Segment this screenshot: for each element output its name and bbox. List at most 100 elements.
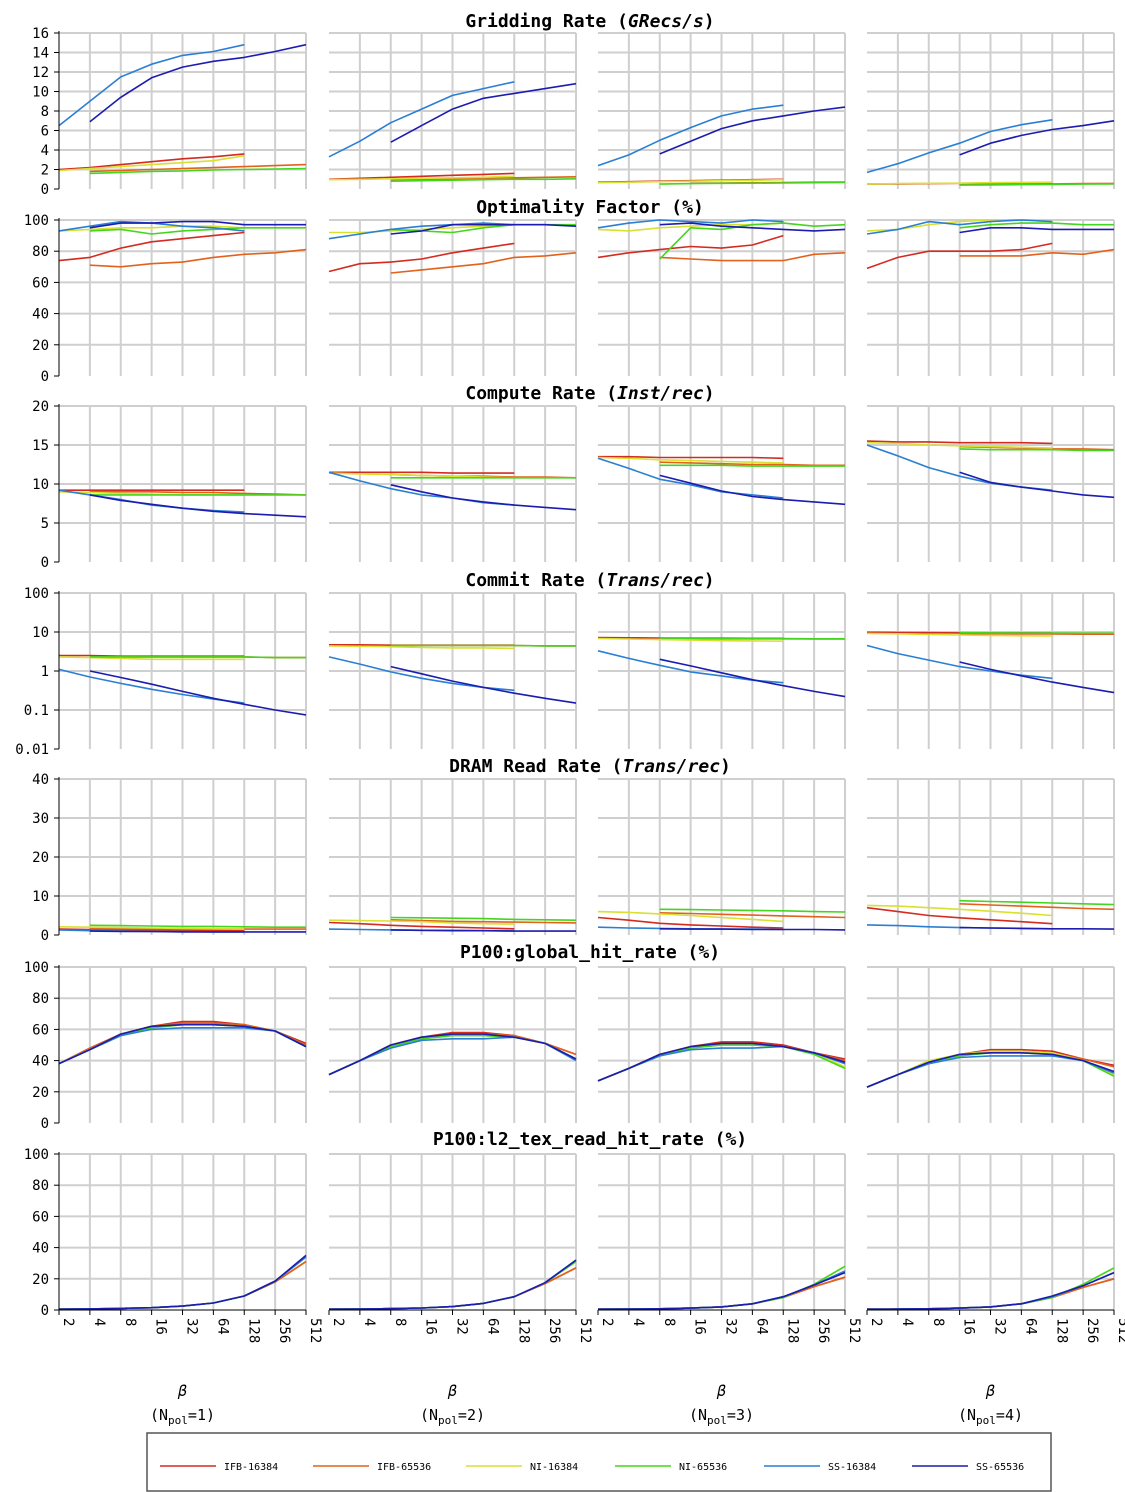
x-tick-label: 4 xyxy=(361,1318,377,1326)
y-tick-label: 0 xyxy=(41,555,49,571)
y-tick-label: 1 xyxy=(41,664,49,680)
series-line-ifb-65536 xyxy=(659,912,846,919)
series-line-ni-65536 xyxy=(89,656,306,659)
y-tick-label: 100 xyxy=(24,1147,49,1163)
series-line-ni-16384 xyxy=(58,155,245,172)
x-tick-label: 512 xyxy=(307,1318,323,1343)
row-title-part: ) xyxy=(693,197,704,218)
row-title-part: Compute Rate ( xyxy=(465,383,617,404)
y-tick-label: 20 xyxy=(32,1272,49,1288)
series-line-ss-16384 xyxy=(328,81,515,158)
x-axis-label-npol: (Npol=1) xyxy=(150,1406,215,1427)
row-title-part: P100:global_hit_rate ( xyxy=(460,942,698,963)
series-line-ss-65536 xyxy=(328,1033,577,1076)
x-tick-label: 256 xyxy=(815,1318,831,1343)
axes-layer xyxy=(54,31,1115,1315)
x-tick-label: 256 xyxy=(276,1318,292,1343)
x-tick-label: 32 xyxy=(992,1318,1008,1335)
row-title-part: Gridding Rate ( xyxy=(465,11,628,32)
row-title-part: DRAM Read Rate ( xyxy=(449,756,622,777)
x-tick-label: 4 xyxy=(630,1318,646,1326)
row-title-part: Commit Rate ( xyxy=(465,570,606,591)
y-tick-label: 10 xyxy=(32,85,49,101)
series-line-ifb-65536 xyxy=(89,491,307,496)
series-line-ifb-16384 xyxy=(329,471,515,474)
series-line-ifb-16384 xyxy=(59,654,245,657)
x-axis-label-suffix: =3) xyxy=(727,1406,754,1424)
x-tick-label: 128 xyxy=(515,1318,531,1343)
series-line-ss-65536 xyxy=(597,1271,846,1310)
y-tick-label: 0.1 xyxy=(24,703,49,719)
series-line-ifb-65536 xyxy=(390,919,577,924)
y-tick-label: 2 xyxy=(41,163,49,179)
row-title-part: Trans/rec xyxy=(623,756,721,777)
x-axis-label-prefix: (N xyxy=(420,1406,438,1424)
row-title-part: GRecs/s xyxy=(628,11,704,32)
y-tick-label: 10 xyxy=(32,477,49,493)
y-tick-label: 100 xyxy=(24,213,49,229)
series-line-ni-65536 xyxy=(959,899,1115,906)
y-tick-label: 0 xyxy=(41,1116,49,1132)
series-line-ni-16384 xyxy=(866,181,1053,185)
x-tick-label: 4 xyxy=(899,1318,915,1326)
x-tick-label: 512 xyxy=(1115,1318,1125,1343)
x-axis-label-npol: (Npol=2) xyxy=(420,1406,485,1427)
x-tick-label: 16 xyxy=(692,1318,708,1335)
row-title-part: ) xyxy=(704,383,715,404)
series-line-ss-65536 xyxy=(659,658,846,698)
row-title-part: % xyxy=(698,942,709,963)
x-tick-label: 32 xyxy=(723,1318,739,1335)
series-line-ifb-16384 xyxy=(58,231,245,262)
series-line-ni-65536 xyxy=(89,167,307,175)
x-axis-label-beta: β xyxy=(447,1382,457,1400)
series-line-ss-65536 xyxy=(866,1271,1115,1310)
series-line-ss-65536 xyxy=(597,1042,846,1082)
y-tick-label: 5 xyxy=(41,516,49,532)
x-tick-label: 8 xyxy=(122,1318,138,1326)
series-line-ss-16384 xyxy=(866,219,1053,235)
series-line-ifb-65536 xyxy=(89,248,307,268)
series-line-ss-16384 xyxy=(328,222,515,240)
y-tick-label: 40 xyxy=(32,1054,49,1070)
legend-label-ifb-65536: IFB-65536 xyxy=(377,1462,431,1473)
x-tick-label: 512 xyxy=(577,1318,593,1343)
y-tick-label: 20 xyxy=(32,1085,49,1101)
row-title-1: Gridding Rate (GRecs/s) xyxy=(465,11,714,32)
x-tick-label: 64 xyxy=(753,1318,769,1335)
y-tick-label: 40 xyxy=(32,1241,49,1257)
y-tick-label: 20 xyxy=(32,850,49,866)
x-tick-label: 128 xyxy=(1053,1318,1069,1343)
series-line-ss-16384 xyxy=(597,104,784,167)
series-line-ni-65536 xyxy=(659,181,846,185)
legend-label-ss-16384: SS-16384 xyxy=(828,1462,876,1473)
series-line-ifb-65536 xyxy=(89,163,307,173)
series-line-ni-16384 xyxy=(597,178,784,184)
y-tick-label: 40 xyxy=(32,772,49,788)
x-axis-label-npol: (Npol=3) xyxy=(689,1406,754,1427)
series-line-ni-65536 xyxy=(959,448,1114,452)
x-tick-label: 256 xyxy=(546,1318,562,1343)
series-line-ss-65536 xyxy=(390,484,577,511)
x-tick-label: 2 xyxy=(868,1318,884,1326)
y-tick-label: 40 xyxy=(32,307,49,323)
series-line-ni-65536 xyxy=(659,908,846,913)
series-line-ifb-65536 xyxy=(659,252,846,262)
series-line-ni-65536 xyxy=(390,916,577,921)
legend-box xyxy=(146,1432,1052,1492)
series-line-ss-65536 xyxy=(659,928,846,931)
x-tick-label: 64 xyxy=(1022,1318,1038,1335)
row-title-part: ) xyxy=(709,942,720,963)
series-line-ifb-16384 xyxy=(328,172,515,181)
series-line-ss-65536 xyxy=(866,1052,1115,1088)
row-title-part: Trans/rec xyxy=(606,570,704,591)
y-tick-label: 0.01 xyxy=(15,742,49,758)
series-line-ifb-65536 xyxy=(959,248,1115,257)
series-line-ss-65536 xyxy=(959,120,1115,156)
row-title-6: P100:global_hit_rate (%) xyxy=(460,942,720,963)
x-tick-label: 32 xyxy=(454,1318,470,1335)
y-tick-label: 100 xyxy=(24,586,49,602)
x-tick-label: 128 xyxy=(784,1318,800,1343)
series-line-ss-65536 xyxy=(959,926,1115,930)
x-tick-label: 16 xyxy=(423,1318,439,1335)
